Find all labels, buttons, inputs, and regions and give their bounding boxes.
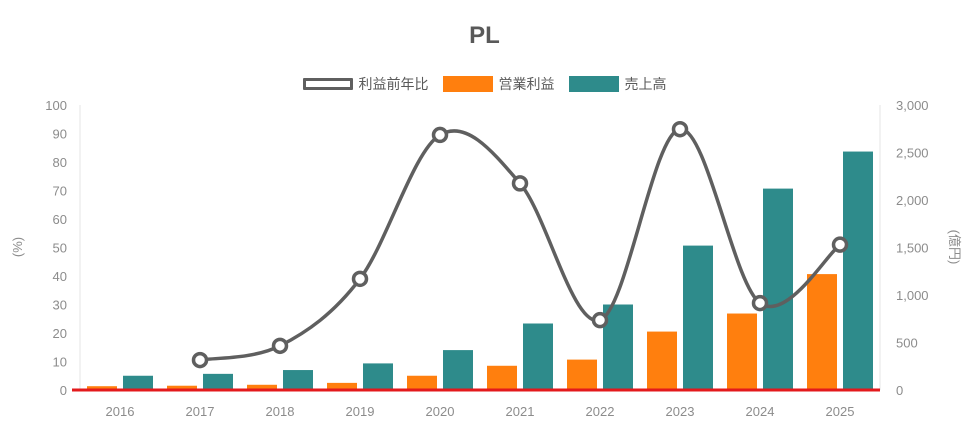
bar-operating-profit bbox=[487, 365, 517, 390]
point-profit-yoy bbox=[511, 175, 529, 192]
bar-sales bbox=[443, 350, 473, 390]
bar-sales bbox=[843, 151, 873, 390]
point-profit-yoy bbox=[351, 270, 369, 288]
left-tick-label: 30 bbox=[53, 298, 67, 313]
bar-operating-profit bbox=[167, 385, 197, 390]
x-tick-label: 2017 bbox=[186, 404, 215, 419]
left-tick-label: 90 bbox=[53, 127, 67, 142]
y-right-label: (億円) bbox=[947, 230, 962, 265]
point-profit-yoy bbox=[751, 294, 769, 312]
bar-operating-profit bbox=[567, 359, 597, 390]
bar-sales bbox=[283, 370, 313, 390]
left-tick-label: 0 bbox=[60, 383, 67, 398]
legend-label-operating-profit: 営業利益 bbox=[498, 76, 555, 92]
bar-operating-profit bbox=[647, 331, 677, 390]
bar-sales bbox=[203, 373, 233, 390]
right-tick-label: 0 bbox=[896, 383, 903, 398]
left-tick-label: 20 bbox=[53, 326, 67, 341]
x-tick-label: 2019 bbox=[346, 404, 375, 419]
bar-operating-profit bbox=[407, 375, 437, 390]
right-tick-label: 500 bbox=[896, 336, 918, 351]
point-profit-yoy bbox=[831, 236, 849, 253]
left-tick-label: 40 bbox=[53, 269, 67, 284]
point-profit-yoy bbox=[271, 337, 289, 355]
point-profit-yoy bbox=[671, 120, 689, 138]
legend-label-profit-yoy: 利益前年比 bbox=[358, 76, 429, 92]
bar-sales bbox=[123, 375, 153, 390]
legend-swatch-profit-yoy bbox=[302, 78, 353, 90]
point-profit-yoy bbox=[591, 311, 609, 329]
bar-operating-profit bbox=[87, 386, 117, 390]
x-tick-label: 2018 bbox=[266, 404, 295, 419]
left-tick-label: 80 bbox=[53, 155, 67, 170]
legend-swatch-sales bbox=[568, 76, 619, 92]
bar-operating-profit bbox=[807, 274, 837, 390]
x-tick-label: 2016 bbox=[106, 404, 135, 419]
legend-item-sales[interactable]: 売上高 bbox=[568, 74, 667, 94]
legend-item-operating-profit[interactable]: 営業利益 bbox=[442, 74, 555, 94]
point-profit-yoy bbox=[431, 126, 449, 144]
right-tick-label: 1,500 bbox=[896, 241, 929, 256]
y-left-label: (%) bbox=[10, 237, 25, 257]
x-tick-label: 2020 bbox=[426, 404, 455, 419]
right-tick-label: 2,500 bbox=[896, 146, 929, 161]
left-tick-label: 10 bbox=[53, 355, 67, 370]
right-tick-label: 1,000 bbox=[896, 288, 929, 303]
chart-title: PL bbox=[469, 22, 500, 49]
legend-label-sales: 売上高 bbox=[624, 76, 667, 92]
bar-sales bbox=[363, 363, 393, 390]
right-tick-label: 3,000 bbox=[896, 98, 929, 113]
bar-sales bbox=[763, 188, 793, 390]
legend: 利益前年比 営業利益 売上高 bbox=[0, 74, 969, 94]
bar-operating-profit bbox=[327, 382, 357, 390]
x-tick-label: 2023 bbox=[666, 404, 695, 419]
x-tick-label: 2022 bbox=[586, 404, 615, 419]
bar-operating-profit bbox=[727, 313, 757, 390]
bar-sales bbox=[683, 245, 713, 390]
x-tick-label: 2021 bbox=[506, 404, 535, 419]
legend-swatch-operating-profit bbox=[442, 76, 493, 92]
legend-item-profit-yoy[interactable]: 利益前年比 bbox=[302, 74, 429, 94]
left-tick-label: 50 bbox=[53, 241, 67, 256]
bar-sales bbox=[523, 323, 553, 390]
right-tick-label: 2,000 bbox=[896, 193, 929, 208]
left-tick-label: 60 bbox=[53, 212, 67, 227]
x-tick-label: 2025 bbox=[826, 404, 855, 419]
left-tick-label: 70 bbox=[53, 184, 67, 199]
point-profit-yoy bbox=[191, 351, 209, 369]
bar-operating-profit bbox=[247, 384, 277, 390]
left-tick-label: 100 bbox=[45, 98, 67, 113]
x-tick-label: 2024 bbox=[746, 404, 775, 419]
line-profit-yoy bbox=[199, 127, 842, 362]
